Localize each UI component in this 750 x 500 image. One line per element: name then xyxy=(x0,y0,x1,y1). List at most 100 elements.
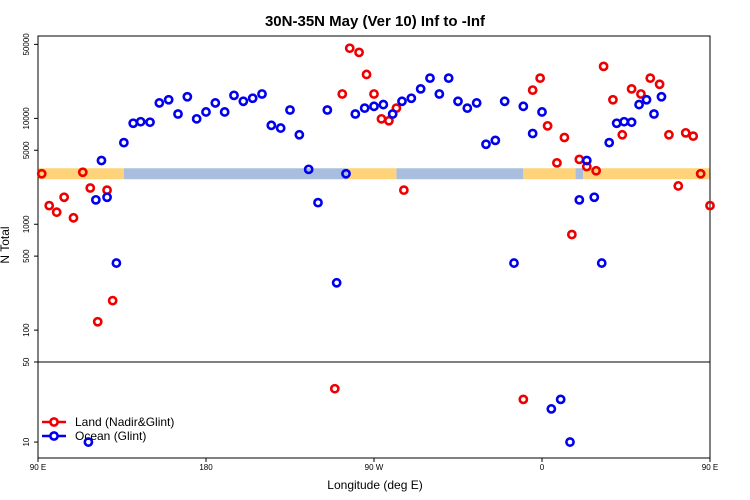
ocean-point xyxy=(285,105,295,115)
ocean-point xyxy=(96,155,107,166)
ocean-point xyxy=(163,94,174,105)
legend-swatch-marker xyxy=(49,417,59,427)
land-ocean-band xyxy=(38,168,710,180)
land-point xyxy=(107,295,118,306)
land-point xyxy=(608,94,618,105)
y-axis-label: N Total xyxy=(0,226,12,263)
x-tick-label: 90 E xyxy=(30,463,46,472)
ocean-point xyxy=(341,168,351,179)
band-segment-ocean xyxy=(396,168,524,180)
land-point xyxy=(535,73,546,84)
ocean-point xyxy=(604,137,615,148)
band-segment-land xyxy=(583,168,710,180)
ocean-point xyxy=(118,137,129,148)
land-point xyxy=(337,89,348,99)
y-tick-label: 50 xyxy=(22,357,31,366)
ocean-point xyxy=(649,109,659,119)
ocean-point xyxy=(111,258,122,268)
legend-label: Ocean (Glint) xyxy=(75,429,146,443)
ocean-point xyxy=(90,194,101,205)
ocean-point xyxy=(641,94,652,105)
ocean-point xyxy=(434,89,445,99)
ocean-point xyxy=(490,135,501,146)
land-point xyxy=(598,61,609,72)
ocean-point xyxy=(397,96,407,107)
land-point xyxy=(36,168,47,179)
land-point xyxy=(645,73,656,84)
land-point xyxy=(518,394,529,405)
ocean-point xyxy=(350,109,361,119)
y-tick-label: 100 xyxy=(22,323,31,337)
ocean-point xyxy=(537,107,547,117)
land-point xyxy=(369,89,379,99)
legend: Land (Nadir&Glint)Ocean (Glint) xyxy=(42,415,174,443)
ocean-point xyxy=(619,116,630,127)
axes: 90 E 180 90 W 0 90 E 50000 10000 5000 1000 500 100… xyxy=(22,33,718,472)
y-tick-label: 10 xyxy=(22,437,31,446)
ocean-point xyxy=(611,118,622,129)
band-segment-ocean xyxy=(575,168,584,180)
ocean-point xyxy=(275,123,286,133)
land-point xyxy=(354,47,364,58)
x-tick-label: 90 E xyxy=(702,463,718,472)
land-point xyxy=(559,132,570,143)
ocean-point xyxy=(201,107,211,117)
ocean-point xyxy=(589,192,600,203)
band-segment-ocean xyxy=(123,168,348,180)
land-point xyxy=(59,192,70,203)
ocean-point xyxy=(546,404,557,414)
land-point xyxy=(77,167,88,178)
legend-swatch-marker xyxy=(49,431,59,441)
x-tick-label: 0 xyxy=(540,463,545,472)
land-point xyxy=(680,127,691,138)
ocean-point xyxy=(656,91,667,102)
x-axis-label: Longitude (deg E) xyxy=(327,478,422,492)
ocean-point xyxy=(210,98,221,108)
ocean-point xyxy=(154,98,165,108)
land-point xyxy=(626,83,637,94)
ocean-point xyxy=(574,194,585,205)
ocean-point xyxy=(565,437,575,447)
land-point xyxy=(68,212,79,223)
ocean-point xyxy=(322,105,333,115)
ocean-point xyxy=(238,96,249,107)
chart-title: 30N-35N May (Ver 10) Inf to -Inf xyxy=(265,13,486,30)
ocean-point xyxy=(387,109,398,119)
ocean-point xyxy=(219,107,230,117)
ocean-point xyxy=(145,117,155,128)
ocean-point xyxy=(303,164,314,175)
land-point xyxy=(542,120,553,131)
ocean-point xyxy=(443,73,454,84)
ocean-point xyxy=(135,116,146,127)
ocean-point xyxy=(425,73,435,84)
ocean-point xyxy=(527,128,538,139)
land-point xyxy=(688,131,699,142)
ocean-point xyxy=(406,93,417,104)
ocean-point xyxy=(626,117,637,128)
land-point xyxy=(85,183,96,193)
ocean-point xyxy=(229,90,239,101)
ocean-point xyxy=(359,103,370,114)
ocean-point xyxy=(191,113,202,124)
ocean-point xyxy=(173,109,183,119)
y-tick-label: 50000 xyxy=(22,33,31,56)
ocean-point xyxy=(509,258,519,268)
ocean-point xyxy=(471,98,482,108)
ocean-point xyxy=(581,155,592,166)
land-point xyxy=(617,129,628,140)
ocean-point xyxy=(462,103,473,114)
land-point xyxy=(361,69,372,80)
ocean-point xyxy=(247,93,258,104)
land-point xyxy=(654,79,665,90)
ocean-point xyxy=(128,118,139,129)
land-point xyxy=(329,383,340,394)
ocean-point xyxy=(294,129,305,140)
legend-label: Land (Nadir&Glint) xyxy=(75,415,174,429)
land-point xyxy=(92,316,103,327)
land-point xyxy=(591,165,602,176)
ocean-point xyxy=(518,101,529,112)
ocean-point xyxy=(369,101,379,112)
land-point xyxy=(673,181,684,191)
ocean-point xyxy=(182,91,193,102)
ocean-point xyxy=(555,394,566,405)
